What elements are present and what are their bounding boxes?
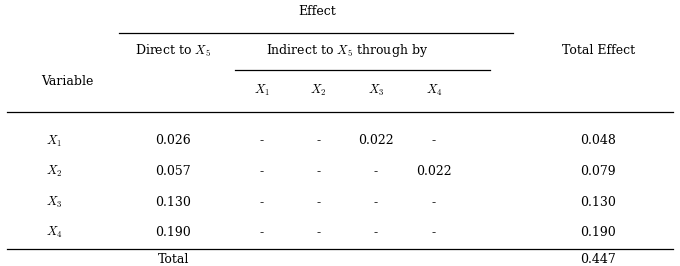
Text: -: - <box>260 226 264 239</box>
Text: -: - <box>316 135 320 147</box>
Text: -: - <box>432 135 436 147</box>
Text: 0.190: 0.190 <box>581 226 616 239</box>
Text: 0.026: 0.026 <box>156 135 191 147</box>
Text: Total Effect: Total Effect <box>562 44 635 57</box>
Text: 0.447: 0.447 <box>581 253 616 266</box>
Text: -: - <box>432 226 436 239</box>
Text: Effect: Effect <box>299 6 336 18</box>
Text: 0.130: 0.130 <box>156 196 191 209</box>
Text: $X_2$: $X_2$ <box>310 83 326 98</box>
Text: 0.079: 0.079 <box>581 165 616 178</box>
Text: 0.130: 0.130 <box>581 196 616 209</box>
Text: $X_4$: $X_4$ <box>46 225 63 240</box>
Text: Indirect to $X_5$ through by: Indirect to $X_5$ through by <box>266 42 428 59</box>
Text: 0.022: 0.022 <box>416 165 452 178</box>
Text: 0.048: 0.048 <box>581 135 616 147</box>
Text: $X_1$: $X_1$ <box>46 134 63 148</box>
Text: -: - <box>260 135 264 147</box>
Text: $X_4$: $X_4$ <box>426 83 442 98</box>
Text: -: - <box>316 226 320 239</box>
Text: -: - <box>316 196 320 209</box>
Text: $X_1$: $X_1$ <box>254 83 270 98</box>
Text: -: - <box>432 196 436 209</box>
Text: $X_2$: $X_2$ <box>46 164 63 179</box>
Text: 0.022: 0.022 <box>358 135 394 147</box>
Text: -: - <box>374 165 378 178</box>
Text: -: - <box>316 165 320 178</box>
Text: 0.057: 0.057 <box>156 165 191 178</box>
Text: $X_3$: $X_3$ <box>368 83 384 98</box>
Text: Direct to $X_5$: Direct to $X_5$ <box>135 43 211 59</box>
Text: Variable: Variable <box>41 75 93 88</box>
Text: 0.190: 0.190 <box>156 226 191 239</box>
Text: -: - <box>260 196 264 209</box>
Text: -: - <box>260 165 264 178</box>
Text: -: - <box>374 196 378 209</box>
Text: -: - <box>374 226 378 239</box>
Text: $X_3$: $X_3$ <box>46 195 63 210</box>
Text: Total: Total <box>158 253 189 266</box>
